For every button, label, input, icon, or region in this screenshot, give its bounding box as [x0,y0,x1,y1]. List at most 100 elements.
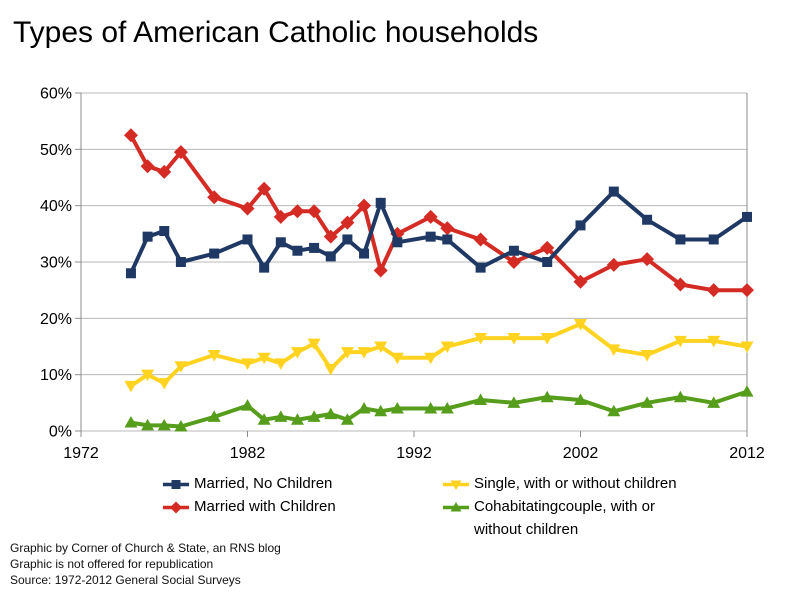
diamond-marker [706,283,721,298]
diamond-marker [357,198,372,213]
square-marker [392,237,403,248]
triangle-down-marker [324,364,338,376]
triangle-down-marker [740,341,754,353]
triangle-down-marker [640,349,654,362]
square-marker [292,245,303,256]
triangle-up-marker [257,413,271,425]
triangle-up-marker [141,418,155,431]
triangle-down-marker [507,333,521,345]
triangle-up-marker [474,393,488,406]
triangle-up-marker [574,393,587,406]
triangle-up-legend-marker-icon [443,502,469,512]
diamond-marker [573,274,588,289]
legend-label: Married with Children [194,498,336,515]
legend-column-right: Single, with or without children Cohabita… [443,472,677,541]
y-axis-label-10: 10% [40,367,72,384]
square-marker [275,237,286,248]
x-axis-label-2002: 2002 [563,445,599,462]
square-legend-marker-icon [163,480,189,489]
diamond-marker [173,145,188,160]
triangle-up-marker [707,396,721,408]
square-marker [575,220,586,231]
square-marker [642,214,653,225]
diamond-marker [140,159,155,174]
diamond-marker [423,209,438,224]
diamond-marker [290,204,305,219]
triangle-down-marker [707,335,721,348]
diamond-marker [473,232,488,247]
legend-item: Single, with or without children [443,472,677,495]
triangle-down-marker [374,341,388,353]
square-marker [442,234,453,245]
legend-column-left: Married, No Children Married with Childre… [163,472,336,518]
y-axis-label-20: 20% [40,311,72,328]
triangle-up-marker [174,419,188,432]
square-marker [742,211,752,222]
triangle-down-marker [141,369,155,382]
diamond-marker [540,240,555,255]
page-title: Types of American Catholic households [13,16,539,49]
y-axis-label-50: 50% [40,142,72,159]
republication-note: Graphic is not offered for republication [10,557,214,571]
triangle-down-marker [257,352,271,365]
y-axis-label-40: 40% [40,198,72,215]
triangle-up-marker [124,416,138,428]
x-axis-label-1982: 1982 [230,445,266,462]
square-marker [542,257,553,267]
y-axis-label-60: 60% [40,86,72,103]
square-marker [342,234,353,245]
triangle-up-marker [307,410,321,422]
triangle-up-marker [424,401,438,414]
triangle-up-marker [374,404,388,417]
legend-label: Single, with or without children [474,475,677,492]
triangle-up-marker [607,404,621,417]
triangle-up-marker [324,407,338,420]
square-marker [508,245,519,256]
triangle-up-marker [673,390,687,403]
triangle-up-marker [640,396,654,408]
diamond-marker [373,263,388,278]
x-axis-label-1972: 1972 [63,445,99,462]
diamond-marker [606,257,621,272]
triangle-down-marker [241,358,254,370]
diamond-marker [740,283,754,298]
square-marker [142,231,153,242]
triangle-down-marker [673,335,687,348]
triangle-down-marker [424,352,438,365]
credit-line: Graphic by Corner of Church & State, an … [10,541,281,555]
triangle-down-marker [124,380,138,393]
diamond-marker [207,190,222,205]
square-marker [242,234,253,245]
diamond-marker [307,204,322,219]
diamond-legend-marker-icon [163,501,189,514]
diamond-marker [273,209,288,224]
triangle-up-marker [357,401,371,414]
triangle-down-marker [357,347,371,359]
triangle-down-marker [607,344,621,356]
x-axis-label-2012: 2012 [729,445,765,462]
triangle-down-marker [474,333,488,345]
square-marker [425,231,436,242]
triangle-down-marker [274,358,288,370]
square-marker [159,226,170,237]
diamond-marker [257,181,272,196]
triangle-down-marker [340,347,354,359]
diamond-marker [673,277,688,292]
square-marker [359,248,370,259]
triangle-up-marker [157,418,171,431]
triangle-up-marker [340,413,354,425]
diamond-marker [323,229,338,244]
series-line-3 [130,389,748,429]
footer-credits: Graphic by Corner of Church & State, an … [10,540,281,588]
triangle-up-marker [740,385,754,397]
diamond-marker [240,201,255,216]
triangle-up-marker [290,413,304,425]
square-marker [475,262,486,273]
triangle-up-marker [241,399,254,411]
series-line-2 [129,321,748,388]
square-marker [309,242,320,253]
legend-item: Cohabitatingcouple, with or without child… [443,495,677,541]
square-marker [708,234,719,245]
